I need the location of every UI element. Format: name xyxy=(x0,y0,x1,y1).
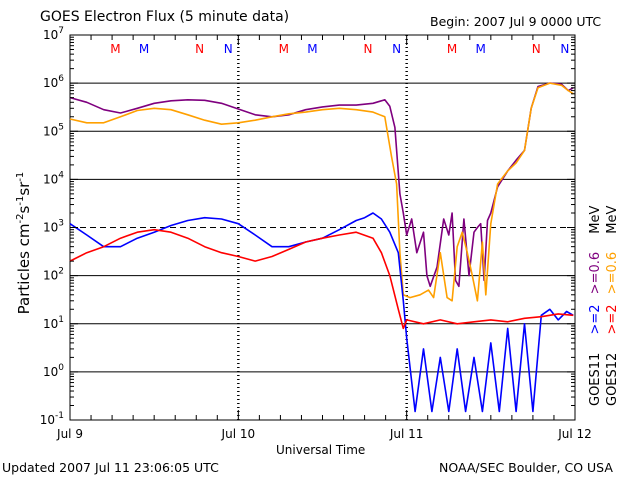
series-line xyxy=(70,83,573,301)
time-marker-label: M xyxy=(476,42,486,56)
y-tick-label: 103 xyxy=(43,219,64,235)
time-marker-label: N xyxy=(560,42,569,56)
time-marker-label: M xyxy=(139,42,149,56)
legend-goes11: GOES11 >=2 >=0.6 MeV xyxy=(588,206,603,406)
x-tick-label: Jul 9 xyxy=(56,427,83,441)
y-tick-label: 101 xyxy=(43,315,64,331)
series-line xyxy=(70,213,573,412)
credit: NOAA/SEC Boulder, CO USA xyxy=(439,462,613,475)
legend-goes12-gt06: >=0.6 xyxy=(605,252,620,294)
legend-goes11-gt2: >=2 xyxy=(588,304,603,334)
legend-goes11-satellite: GOES11 xyxy=(588,353,603,406)
x-tick-label: Jul 10 xyxy=(221,427,256,441)
y-tick-label: 102 xyxy=(43,267,64,283)
legend-goes11-mev: MeV xyxy=(588,206,603,234)
updated-timestamp: Updated 2007 Jul 11 23:06:05 UTC xyxy=(2,462,219,475)
time-marker-label: M xyxy=(110,42,120,56)
y-tick-label: 104 xyxy=(43,170,64,186)
series-line xyxy=(70,230,573,329)
time-marker-label: N xyxy=(224,42,233,56)
time-marker-label: M xyxy=(307,42,317,56)
x-tick-label: Jul 12 xyxy=(557,427,592,441)
y-axis-label: Particles cm-2s-1sr-1 xyxy=(15,143,33,343)
y-tick-label: 105 xyxy=(43,122,64,138)
legend-goes12: GOES12 >=2 >=0.6 MeV xyxy=(605,206,620,406)
time-marker-label: N xyxy=(363,42,372,56)
time-marker-label: M xyxy=(447,42,457,56)
x-tick-label: Jul 11 xyxy=(389,427,424,441)
y-tick-label: 100 xyxy=(43,363,64,379)
y-tick-label: 107 xyxy=(43,26,64,42)
legend-goes12-satellite: GOES12 xyxy=(605,353,620,406)
x-axis-label: Universal Time xyxy=(276,444,365,456)
y-tick-label: 10-1 xyxy=(40,411,64,427)
legend-goes11-gt06: >=0.6 xyxy=(588,252,603,294)
time-marker-label: N xyxy=(532,42,541,56)
legend-goes12-gt2: >=2 xyxy=(605,304,620,334)
time-marker-label: M xyxy=(279,42,289,56)
time-marker-label: N xyxy=(195,42,204,56)
chart-plot: 10-1 100 101 102 103 104 105 106 107 Jul 9 Jul 10 J… xyxy=(0,0,640,480)
y-tick-label: 106 xyxy=(43,74,64,90)
time-marker-label: N xyxy=(392,42,401,56)
legend-goes12-mev: MeV xyxy=(605,206,620,234)
